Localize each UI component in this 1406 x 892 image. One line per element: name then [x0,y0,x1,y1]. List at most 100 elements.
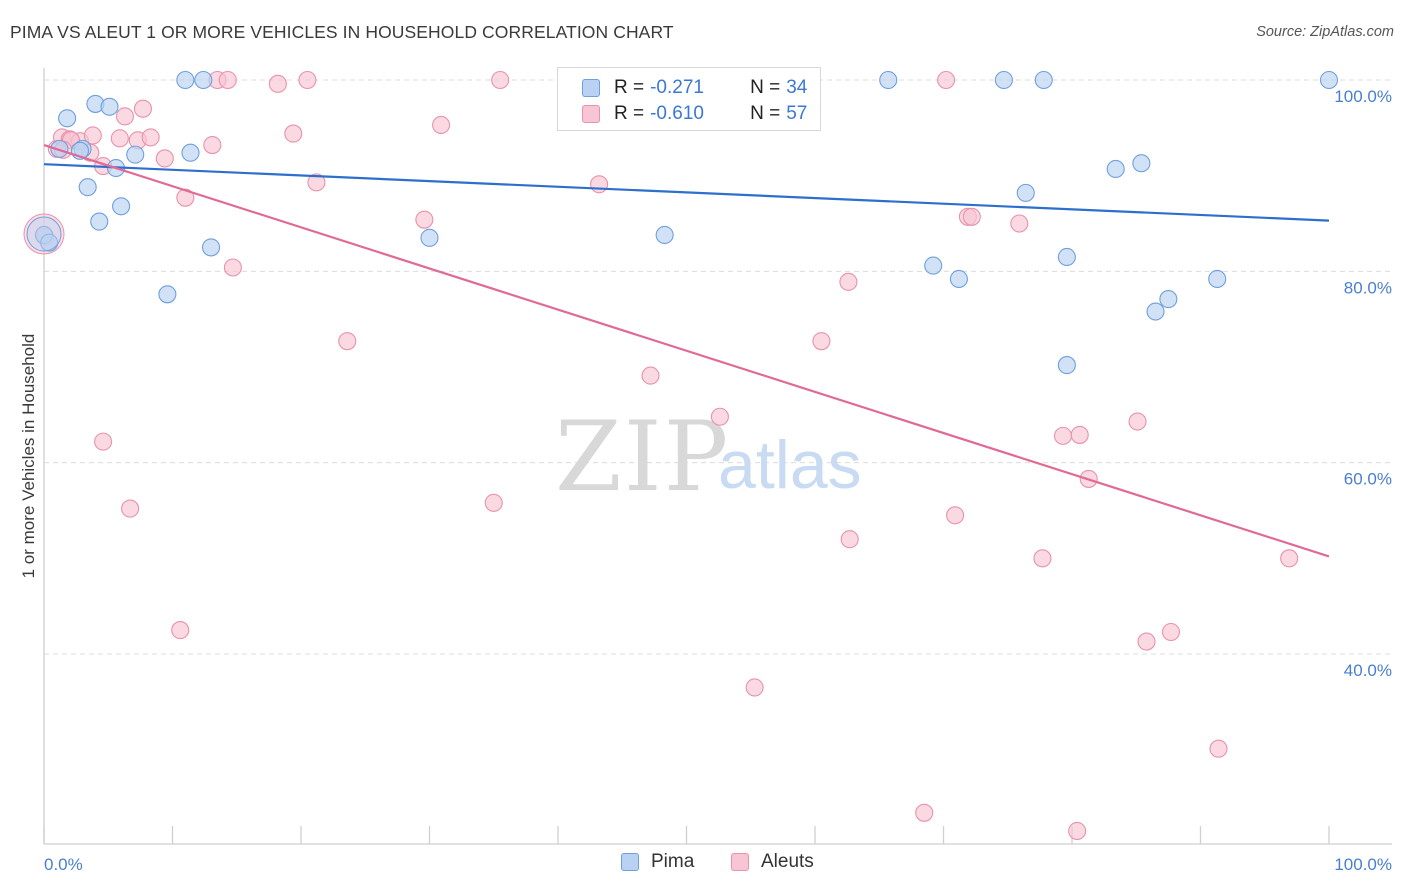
aleut-point [432,115,451,135]
aleut-point [133,99,152,118]
aleut-r-value: -0.610 [650,103,704,124]
chart-title: PIMA VS ALEUT 1 OR MORE VEHICLES IN HOUS… [10,22,674,42]
aleut-point [284,124,303,143]
pima-point [879,70,898,90]
aleut-point [203,136,222,155]
aleut-point [223,258,242,277]
aleut-point [218,70,237,90]
aleut-point [83,126,102,145]
pima-point [420,228,439,247]
x-tick-label-max: 100.0% [1334,855,1392,874]
pima-point [194,70,213,90]
aleut-point [94,432,113,451]
x-tick-label-min: 0.0% [44,855,83,874]
pima-point [158,285,177,304]
legend-row-pima: R = -0.271 N = 34 [582,76,807,100]
pima-r-value: -0.271 [650,77,704,98]
aleut-point [110,129,129,148]
trend-lines [43,144,1330,558]
pima-point [202,238,221,257]
aleut-point [307,173,326,192]
aleut-point [745,678,764,697]
aleut-point [1161,622,1180,642]
aleut-point [641,366,660,385]
pima-point [112,197,131,216]
pima-point [1057,247,1076,267]
pima-point [58,109,77,128]
aleut-point [415,210,434,229]
pima-point [1208,269,1227,289]
aleut-point [710,407,729,426]
aleut-point [812,332,831,351]
legend-item-aleuts[interactable]: Aleuts [731,851,814,873]
grid-lines [44,79,1392,655]
aleut-point [1070,425,1089,444]
aleut-point [1010,214,1029,233]
aleut-point [1209,739,1228,758]
legend-item-pima[interactable]: Pima [621,851,694,873]
aleut-point [484,493,503,512]
source-credit: Source: ZipAtlas.com [1256,24,1394,40]
pima-swatch [582,79,600,97]
pima-r-label: R = [614,77,645,98]
y-tick-labels: 40.0% 60.0% 80.0% 100.0% [1334,87,1392,680]
aleut-point [1053,426,1073,445]
pima-point [655,225,674,245]
aleut-point [1128,412,1147,431]
pima-legend-label: Pima [651,851,695,872]
series-legend: Pima Aleuts [0,851,1406,877]
pima-point [1057,356,1076,375]
watermark: ZIP atlas [555,401,862,513]
pima-point [1159,290,1178,309]
pima-point [1034,70,1053,90]
legend-row-aleut: R = -0.610 N = 57 [582,102,807,126]
pima-point [1132,154,1151,173]
aleut-swatch [582,105,600,123]
aleut-point [141,128,160,147]
aleut-point [491,70,510,90]
aleut-point [962,207,981,226]
x-ticks [43,826,1330,844]
stats-legend: R = -0.271 N = 34 R = -0.610 N = 57 [557,67,821,131]
pima-trend-line [43,163,1330,222]
pima-point [1106,159,1125,179]
aleut-point [298,70,317,90]
pima-point [100,97,119,116]
aleut-trend-line [43,144,1330,558]
pima-cluster-point [26,216,62,252]
aleut-n-label: N = [750,103,781,124]
aleut-point [915,803,934,822]
pima-point [78,178,97,197]
aleut-point [1068,821,1087,841]
pima-point [949,269,968,289]
pima-n-label: N = [750,77,781,98]
pima-point [924,256,943,275]
y-axis-title: 1 or more Vehicles in Household [19,334,38,579]
aleut-point [171,621,190,640]
pima-point [126,145,145,164]
aleut-point [839,272,858,291]
aleut-point [1280,549,1299,568]
watermark-zip: ZIP [555,401,730,513]
pima-point [994,70,1013,90]
pima-point [1146,302,1165,321]
pima-point [1016,183,1035,202]
pima-n-value: 34 [786,77,808,98]
axes [43,68,1392,845]
y-tick-label: 40.0% [1344,661,1392,680]
watermark-atlas: atlas [718,427,862,503]
y-tick-label: 60.0% [1344,470,1392,489]
pima-point [40,233,59,252]
aleut-r-label: R = [614,103,645,124]
aleut-n-value: 57 [786,103,808,124]
pima-legend-swatch [621,853,639,871]
aleut-point [937,70,956,90]
aleut-point [840,530,859,549]
aleuts-legend-swatch [731,853,749,871]
aleut-point [946,506,965,525]
aleut-point [115,107,135,126]
aleut-point [155,149,174,168]
pima-point [181,143,200,162]
aleut-point [590,175,609,194]
aleut-point [121,499,140,518]
